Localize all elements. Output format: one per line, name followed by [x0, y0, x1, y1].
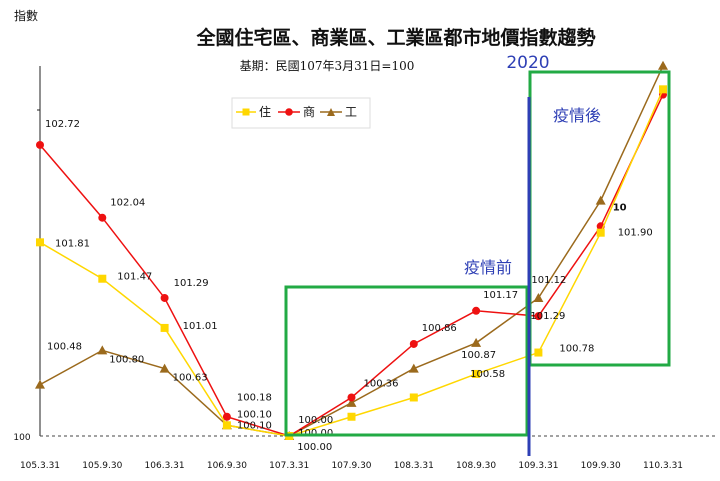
point-square	[347, 412, 356, 421]
y-axis-label: 指數	[14, 8, 38, 23]
data-label: 10	[613, 202, 627, 213]
point-triangle	[658, 60, 668, 70]
x-tick-label: 107.9.30	[331, 461, 371, 471]
point-circle	[409, 339, 418, 348]
x-tick-label: 105.9.30	[82, 461, 122, 471]
baseline-label: 100	[13, 433, 30, 443]
point-triangle	[471, 337, 482, 347]
point-circle	[160, 293, 169, 302]
data-label: 100.18	[237, 393, 272, 404]
point-square	[222, 421, 231, 430]
point-circle	[36, 140, 44, 149]
point-triangle	[346, 397, 357, 407]
point-triangle	[159, 363, 170, 373]
legend-label-industrial: 工	[345, 105, 357, 119]
data-label: 100.63	[173, 373, 208, 384]
point-square	[36, 238, 44, 247]
point-circle	[347, 393, 356, 402]
point-triangle	[533, 292, 544, 302]
data-label: 101.29	[174, 278, 209, 289]
legend-marker-commercial	[285, 108, 293, 116]
legend-label-commercial: 商	[303, 104, 315, 119]
data-label: 100.48	[47, 342, 82, 353]
x-tick-label: 109.3.31	[518, 461, 558, 471]
series-line-1	[39, 94, 664, 437]
data-label: 100.80	[109, 354, 144, 365]
pre-pandemic-box	[284, 285, 529, 437]
x-tick-label: 107.3.31	[269, 461, 309, 471]
point-circle	[534, 312, 543, 321]
point-triangle	[408, 363, 419, 373]
data-label-layer: 102.72 101.81 100.48 102.04 101.47 100.80 101.…	[45, 119, 653, 453]
point-square	[160, 323, 169, 332]
data-label: 101.29	[530, 311, 565, 322]
legend-marker-industrial	[327, 108, 335, 116]
legend-label-residential: 住	[259, 105, 271, 119]
x-tick-label: 109.9.30	[581, 461, 621, 471]
data-label: 102.72	[45, 119, 80, 130]
data-label: 100.78	[559, 344, 594, 355]
x-tick-label: 108.9.30	[456, 461, 496, 471]
point-square	[534, 348, 543, 357]
legend-marker-residential	[242, 108, 250, 116]
data-label: 100.10	[237, 409, 272, 420]
point-circle	[222, 412, 231, 421]
chart-title: 全國住宅區、商業區、工業區都市地價指數趨勢	[195, 26, 595, 49]
point-triangle	[97, 345, 108, 355]
data-label: 101.01	[183, 321, 218, 332]
point-triangle	[35, 379, 45, 389]
point-square	[659, 85, 667, 94]
x-tick-label: 108.3.31	[394, 461, 434, 471]
x-tick-label: 106.9.30	[207, 461, 247, 471]
point-circle	[98, 213, 107, 222]
point-triangle	[595, 195, 606, 205]
x-tick-label: 106.3.31	[145, 461, 185, 471]
legend: 住 商 工	[231, 97, 371, 129]
data-label: 100.00	[297, 442, 332, 453]
year-2020-label: 2020	[506, 53, 549, 73]
data-label: 101.47	[117, 272, 152, 283]
data-label: 101.17	[483, 290, 518, 301]
data-label: 100.87	[461, 350, 496, 361]
data-label: 100.10	[237, 420, 272, 431]
point-square	[98, 274, 107, 283]
point-square	[472, 369, 481, 378]
chart-subtitle: 基期：民國107年3月31日=100	[240, 59, 415, 73]
x-axis-tick-labels: 105.3.31 105.9.30 106.3.31 106.9.30 107.3.31…	[20, 461, 683, 471]
point-square	[596, 228, 605, 237]
pre-pandemic-label: 疫情前	[464, 258, 512, 277]
data-label: 101.12	[531, 275, 566, 286]
series-line-0	[39, 89, 664, 437]
x-tick-label: 105.3.31	[20, 461, 60, 471]
post-pandemic-label: 疫情後	[553, 106, 601, 125]
data-label: 102.04	[110, 198, 145, 209]
data-label: 100.86	[422, 323, 457, 334]
point-circle	[472, 306, 481, 315]
data-label: 101.90	[618, 228, 653, 239]
point-square	[409, 393, 418, 402]
data-label: 100.58	[470, 369, 505, 380]
data-label: 100.36	[364, 378, 399, 389]
x-tick-label: 110.3.31	[643, 461, 683, 471]
data-label: 100.00	[298, 415, 333, 426]
data-label: 101.81	[55, 238, 90, 249]
